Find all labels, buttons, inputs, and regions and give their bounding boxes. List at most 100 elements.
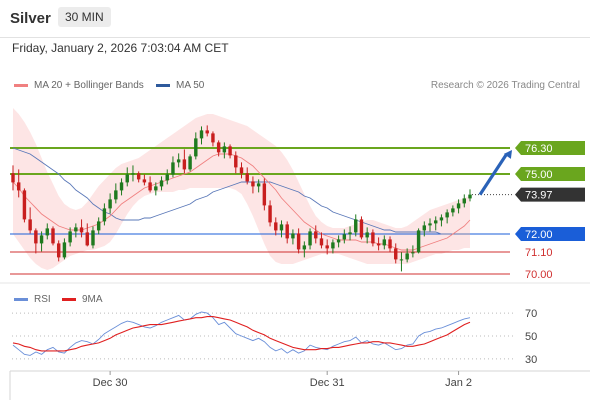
candle: [445, 209, 449, 224]
ma50-line: [12, 147, 470, 235]
candle-body: [285, 224, 289, 239]
candle: [34, 228, 38, 254]
candle-body: [245, 173, 249, 182]
candle: [16, 169, 21, 198]
candle: [45, 223, 49, 240]
candle-body: [142, 179, 147, 183]
candle-body: [114, 190, 118, 200]
copyright: Research © 2026 Trading Central: [430, 80, 580, 91]
candle-body: [365, 232, 369, 238]
header: Silver 30 MIN: [0, 0, 590, 38]
candle-body: [228, 146, 232, 156]
candle: [114, 183, 118, 204]
candle: [148, 176, 152, 193]
candle-body: [462, 198, 467, 204]
candle: [382, 235, 387, 250]
candle: [56, 240, 61, 262]
candle: [388, 236, 392, 253]
candle-body: [154, 186, 158, 191]
candle-body: [62, 242, 67, 258]
candle-body: [22, 190, 27, 220]
candle: [28, 207, 32, 234]
candle: [434, 216, 438, 231]
candle-body: [291, 233, 295, 239]
candle-body: [394, 248, 398, 260]
candle-body: [28, 219, 32, 231]
candle: [211, 131, 215, 147]
ma50-swatch: [156, 83, 170, 87]
candle: [291, 229, 295, 245]
level-label-75.00: 75.00: [515, 167, 585, 181]
candle: [428, 218, 432, 232]
candle: [285, 221, 289, 244]
candle-body: [388, 239, 392, 249]
candle-body: [422, 225, 427, 231]
candle-body: [16, 182, 21, 191]
candle: [468, 189, 472, 202]
legend-ma50-label: MA 50: [176, 80, 205, 91]
candle-body: [148, 182, 152, 191]
ma20-line: [12, 153, 471, 251]
candle-body: [405, 253, 409, 260]
candle: [234, 151, 238, 174]
candle-body: [222, 146, 227, 153]
candle: [79, 219, 84, 238]
level-label-70.00-text: 70.00: [525, 269, 553, 281]
level-label-72.00-tag: [515, 227, 585, 241]
candle: [302, 241, 307, 258]
candle: [74, 223, 78, 238]
candle-body: [165, 174, 169, 181]
candle: [68, 227, 72, 247]
candle-body: [256, 183, 261, 187]
candle-body: [456, 203, 461, 209]
candle-body: [182, 159, 187, 170]
candle-body: [102, 208, 107, 222]
candle: [85, 223, 89, 247]
bollinger-band-area: [13, 108, 470, 270]
candle-body: [354, 219, 358, 233]
candle: [422, 221, 427, 237]
timeframe-button[interactable]: 30 MIN: [58, 7, 111, 27]
candle: [108, 193, 112, 214]
forecast-arrow-head: [503, 150, 512, 159]
candle-body: [416, 230, 421, 253]
time-axis-label: Dec 30: [93, 377, 128, 389]
time-axis-label: Jan 2: [445, 377, 472, 389]
candle: [176, 153, 181, 168]
candle: [39, 231, 44, 252]
last-price-label-text: 73.97: [525, 190, 553, 202]
candle-body: [11, 173, 15, 183]
candle: [62, 238, 67, 260]
candle-body: [331, 242, 335, 249]
candle: [154, 182, 158, 196]
candle: [456, 199, 461, 214]
candle-body: [382, 239, 387, 246]
candle: [102, 203, 107, 226]
candle-body: [445, 212, 449, 218]
candle: [354, 214, 358, 237]
candle-body: [308, 231, 312, 246]
candle-body: [85, 232, 89, 246]
candle-body: [199, 130, 204, 139]
candle: [125, 167, 129, 187]
candle: [11, 165, 15, 191]
candle-body: [125, 174, 129, 183]
candle: [182, 149, 187, 174]
candle-body: [136, 173, 141, 180]
candle: [348, 226, 352, 241]
candle: [131, 165, 135, 182]
candle-body: [342, 234, 347, 240]
candle: [216, 140, 221, 157]
candle-body: [262, 183, 267, 206]
candle-body: [359, 219, 364, 238]
candle: [142, 174, 147, 186]
candle-body: [39, 235, 44, 244]
candle-body: [371, 232, 375, 244]
candle: [279, 220, 284, 238]
candle: [262, 178, 267, 211]
candle: [319, 232, 324, 249]
candle: [171, 156, 175, 178]
candle-body: [325, 245, 329, 249]
candle: [91, 226, 95, 249]
